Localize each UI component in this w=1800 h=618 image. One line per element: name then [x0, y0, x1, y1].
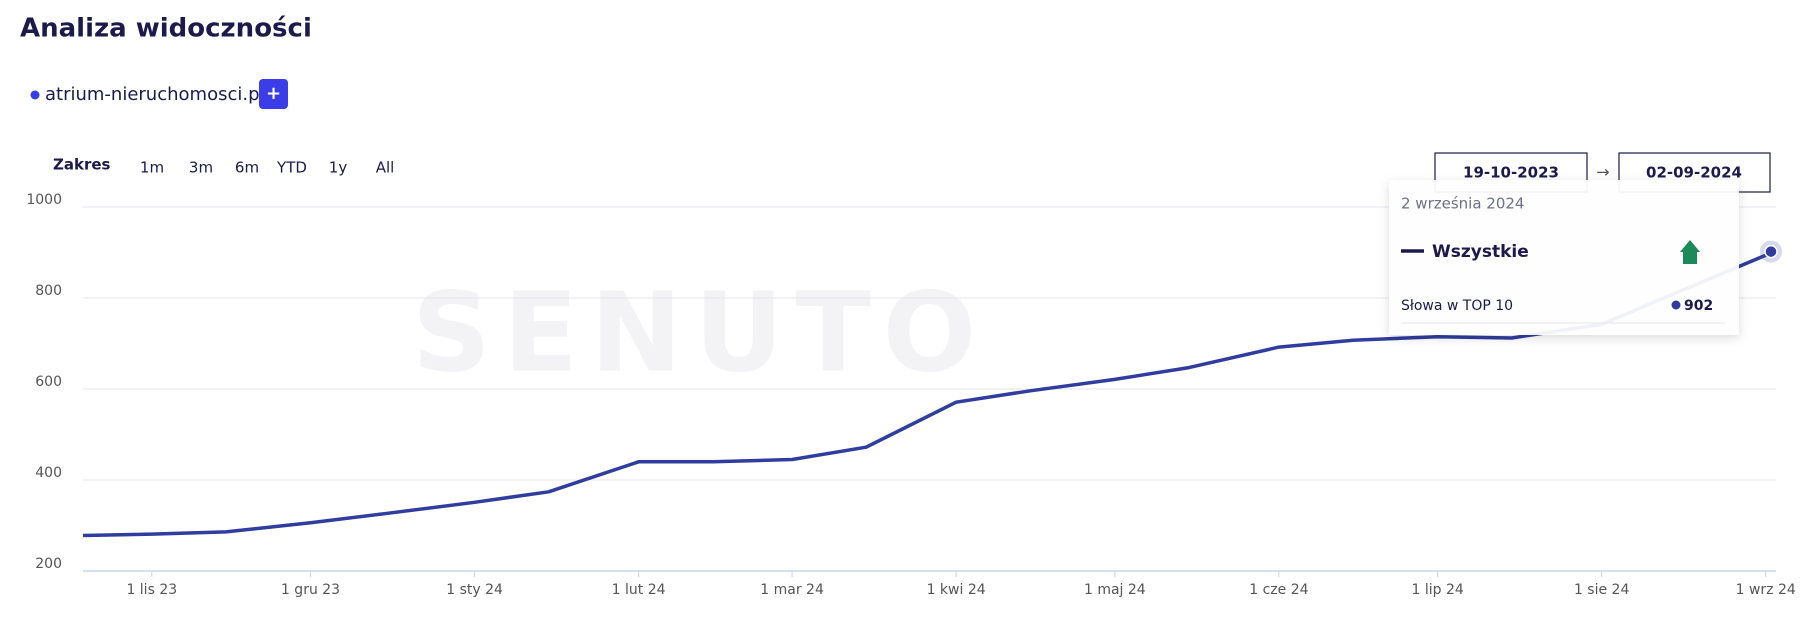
- add-button-label[interactable]: +: [266, 83, 281, 104]
- y-tick-label: 200: [35, 556, 62, 572]
- x-tick-label: 1 sie 24: [1574, 582, 1630, 598]
- x-tick-label: 1 maj 24: [1084, 582, 1146, 598]
- range-button[interactable]: YTD: [276, 159, 307, 177]
- date-arrow: →: [1596, 163, 1609, 182]
- range-button[interactable]: 3m: [189, 159, 213, 177]
- x-tick-label: 1 wrz 24: [1736, 582, 1796, 598]
- hover-point: [1764, 244, 1778, 259]
- legend-dot: [30, 90, 40, 100]
- x-tick-label: 1 cze 24: [1249, 582, 1308, 598]
- tooltip-metric: Słowa w TOP 10: [1401, 298, 1513, 314]
- tooltip-series: Wszystkie: [1432, 242, 1529, 262]
- y-tick-label: 600: [35, 374, 62, 390]
- x-tick-label: 1 mar 24: [760, 582, 824, 598]
- x-tick-label: 1 lut 24: [612, 582, 666, 598]
- x-tick-label: 1 kwi 24: [927, 582, 986, 598]
- y-tick-label: 400: [35, 465, 62, 481]
- watermark: SENUTO: [412, 268, 988, 396]
- y-tick-label: 1000: [26, 192, 62, 208]
- date-to[interactable]: 02-09-2024: [1646, 164, 1742, 182]
- tooltip-box: [1389, 180, 1739, 335]
- legend-domain[interactable]: atrium-nieruchomosci.pl: [45, 84, 265, 105]
- range-label: Zakres: [53, 156, 111, 174]
- range-button[interactable]: 1y: [329, 159, 348, 177]
- tooltip-icon: [1680, 240, 1700, 264]
- x-tick-label: 1 lis 23: [126, 582, 177, 598]
- range-button[interactable]: 1m: [140, 159, 164, 177]
- range-button[interactable]: 6m: [235, 159, 259, 177]
- tooltip-date: 2 września 2024: [1401, 195, 1524, 213]
- tooltip-value: 902: [1684, 298, 1713, 314]
- add-button[interactable]: [259, 79, 288, 109]
- page-title: Analiza widoczności: [20, 14, 312, 44]
- date-from[interactable]: 19-10-2023: [1463, 164, 1559, 182]
- x-tick-label: 1 gru 23: [281, 582, 340, 598]
- x-tick-label: 1 lip 24: [1411, 582, 1463, 598]
- y-tick-label: 800: [35, 283, 62, 299]
- x-tick-label: 1 sty 24: [446, 582, 503, 598]
- tooltip: 2 września 2024 Wszystkie Słowa w TOP 10…: [1389, 180, 1739, 335]
- range-button[interactable]: All: [376, 159, 395, 177]
- tooltip-dot: [1671, 300, 1681, 310]
